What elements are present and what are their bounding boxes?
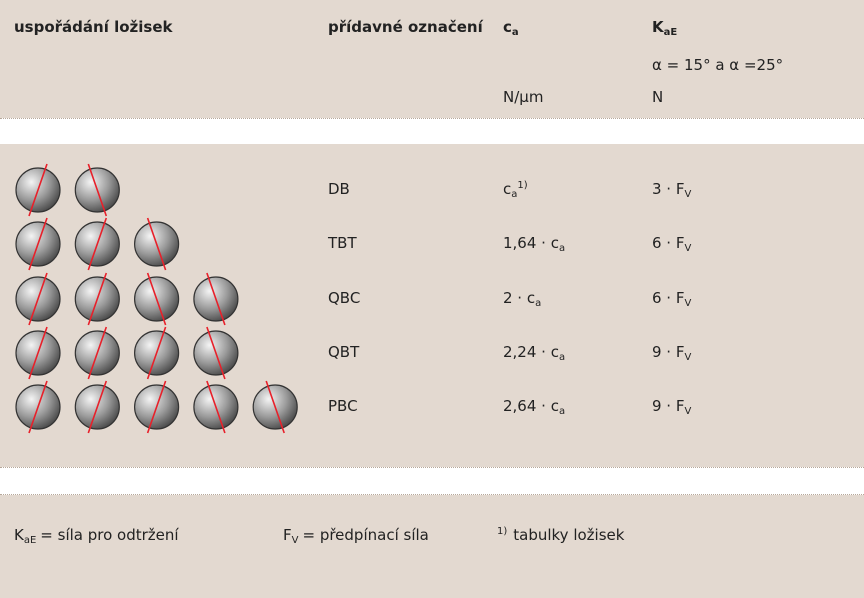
- column-header: uspořádání ložisek: [14, 18, 172, 36]
- subscript: a: [511, 189, 518, 200]
- contact-line: [146, 380, 167, 434]
- ca-cell: 2,24 · ca: [503, 343, 565, 363]
- designation-cell: PBC: [328, 397, 358, 415]
- subscript: V: [684, 297, 692, 309]
- bearing-icons: [15, 326, 239, 380]
- designation-cell: DB: [328, 180, 350, 198]
- subscript: V: [684, 406, 692, 418]
- contact-line: [87, 218, 108, 271]
- text: 6 · F: [652, 288, 685, 307]
- text: 3 · F: [652, 180, 685, 198]
- subscript: aE: [663, 27, 678, 38]
- contact-line: [146, 326, 167, 380]
- ca-cell: ca1): [503, 180, 528, 200]
- separator: [0, 118, 864, 119]
- column-header: KaE: [652, 18, 677, 38]
- designation: PBC: [328, 397, 358, 416]
- contact-line: [87, 380, 108, 434]
- separator: [0, 467, 864, 468]
- contact-line: [87, 163, 108, 217]
- subscript: a: [558, 406, 566, 418]
- kae-cell: 6 · FV: [652, 289, 691, 309]
- subscript: V: [684, 189, 692, 200]
- contact-line: [206, 380, 226, 434]
- column-header: přídavné označení: [328, 18, 483, 36]
- subscript: aE: [23, 535, 37, 546]
- subscript: a: [535, 297, 542, 309]
- designation: DB: [328, 180, 350, 198]
- text: = předpínací síla: [302, 526, 429, 544]
- subscript: a: [558, 351, 566, 363]
- text: 2,24 · c: [503, 342, 559, 361]
- text: 2,64 · c: [503, 397, 559, 416]
- contact-line: [87, 326, 108, 380]
- kae-cell: 3 · FV: [652, 180, 691, 200]
- contact-line: [206, 326, 226, 380]
- header-title: přídavné označení: [328, 18, 483, 36]
- column-header: ca: [503, 18, 519, 38]
- bearing-icons: [15, 272, 239, 325]
- kae-cell: 9 · FV: [652, 343, 691, 363]
- text: F: [283, 526, 292, 544]
- header-note: α = 15° a α =25°: [652, 56, 784, 74]
- text: K: [14, 526, 24, 544]
- contact-line: [28, 326, 48, 380]
- kae-cell: 9 · FV: [652, 397, 691, 417]
- header-unit: N/μm: [503, 88, 544, 106]
- text: 9 · F: [652, 397, 685, 416]
- footer-item: 1) tabulky ložisek: [497, 526, 624, 544]
- designation: QBC: [328, 288, 361, 307]
- text: = síla pro odtržení: [40, 526, 179, 544]
- text: 6 · F: [652, 234, 685, 253]
- header-title: uspořádání ložisek: [14, 18, 173, 36]
- contact-line: [206, 272, 226, 325]
- text: 2 · c: [503, 288, 536, 307]
- header-title: c: [503, 18, 512, 36]
- bearing-icons: [15, 218, 180, 271]
- text: c: [503, 180, 512, 198]
- header-unit-cell: N/μm: [503, 88, 543, 106]
- contact-line: [28, 272, 48, 325]
- text: 9 · F: [652, 342, 685, 361]
- ca-cell: 2,64 · ca: [503, 397, 565, 417]
- subscript: V: [291, 535, 299, 546]
- contact-line: [28, 218, 48, 271]
- contact-line: [146, 218, 167, 271]
- subscript: a: [511, 27, 519, 38]
- superscript: 1): [517, 180, 528, 191]
- ca-cell: 2 · ca: [503, 289, 541, 309]
- text: tabulky ložisek: [513, 526, 625, 544]
- designation: TBT: [328, 234, 357, 253]
- header-unit-cell: N: [652, 88, 663, 106]
- bearing-icons: [15, 163, 120, 217]
- designation: QBT: [328, 342, 360, 361]
- contact-line: [146, 272, 167, 325]
- designation-cell: QBC: [328, 289, 360, 307]
- contact-line: [28, 380, 48, 434]
- designation-cell: QBT: [328, 343, 359, 361]
- contact-line: [87, 272, 108, 325]
- ca-cell: 1,64 · ca: [503, 234, 565, 254]
- contact-line: [265, 380, 285, 434]
- subscript: V: [684, 351, 692, 363]
- header-title: K: [652, 18, 664, 36]
- footer-band: [0, 495, 864, 598]
- subscript: a: [558, 243, 566, 255]
- designation-cell: TBT: [328, 234, 357, 252]
- header-note-cell: α = 15° a α =25°: [652, 56, 783, 74]
- bearing-icons: [15, 380, 298, 434]
- footer-item: FV = předpínací síla: [283, 526, 429, 546]
- footer-item: KaE = síla pro odtržení: [14, 526, 179, 546]
- subscript: V: [684, 243, 692, 255]
- header-unit: N: [652, 88, 664, 106]
- kae-cell: 6 · FV: [652, 234, 691, 254]
- header-band: [0, 0, 864, 118]
- text: 1,64 · c: [503, 234, 559, 253]
- contact-line: [28, 163, 48, 217]
- separator: [0, 494, 864, 495]
- superscript: 1): [497, 526, 508, 537]
